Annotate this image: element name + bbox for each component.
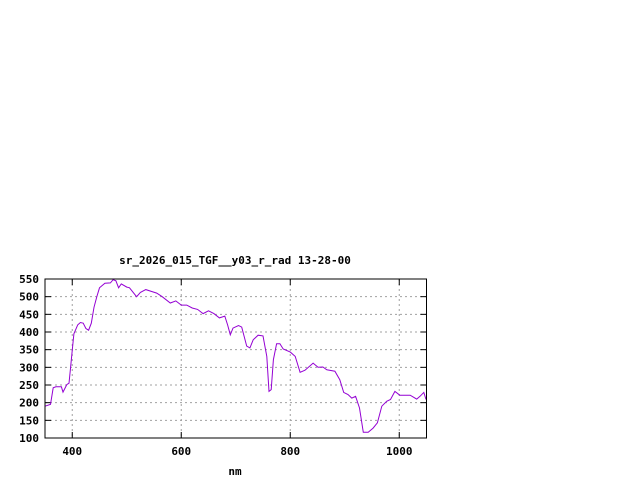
y-tick-label: 150 (19, 414, 39, 427)
y-tick-label: 300 (19, 361, 39, 374)
y-tick-label: 100 (19, 432, 39, 445)
chart-title: sr_2026_015_TGF__y03_r_rad 13-28-00 (119, 254, 351, 267)
x-tick-label: 600 (171, 445, 191, 458)
y-tick-label: 250 (19, 379, 39, 392)
y-tick-label: 400 (19, 326, 39, 339)
y-tick-label: 550 (19, 273, 39, 286)
x-tick-label: 1000 (386, 445, 413, 458)
y-tick-label: 200 (19, 397, 39, 410)
plot-frame (44, 278, 427, 439)
grid (45, 279, 427, 438)
x-tick-label: 400 (62, 445, 82, 458)
x-tick-label: 800 (280, 445, 300, 458)
x-axis-label: nm (228, 465, 242, 478)
ticks: 400 600 800 1000 100 150 200 250 300 350 400 450 500… (19, 273, 427, 458)
y-tick-label: 350 (19, 344, 39, 357)
y-tick-label: 500 (19, 291, 39, 304)
y-tick-label: 450 (19, 308, 39, 321)
series-line (44, 279, 427, 433)
